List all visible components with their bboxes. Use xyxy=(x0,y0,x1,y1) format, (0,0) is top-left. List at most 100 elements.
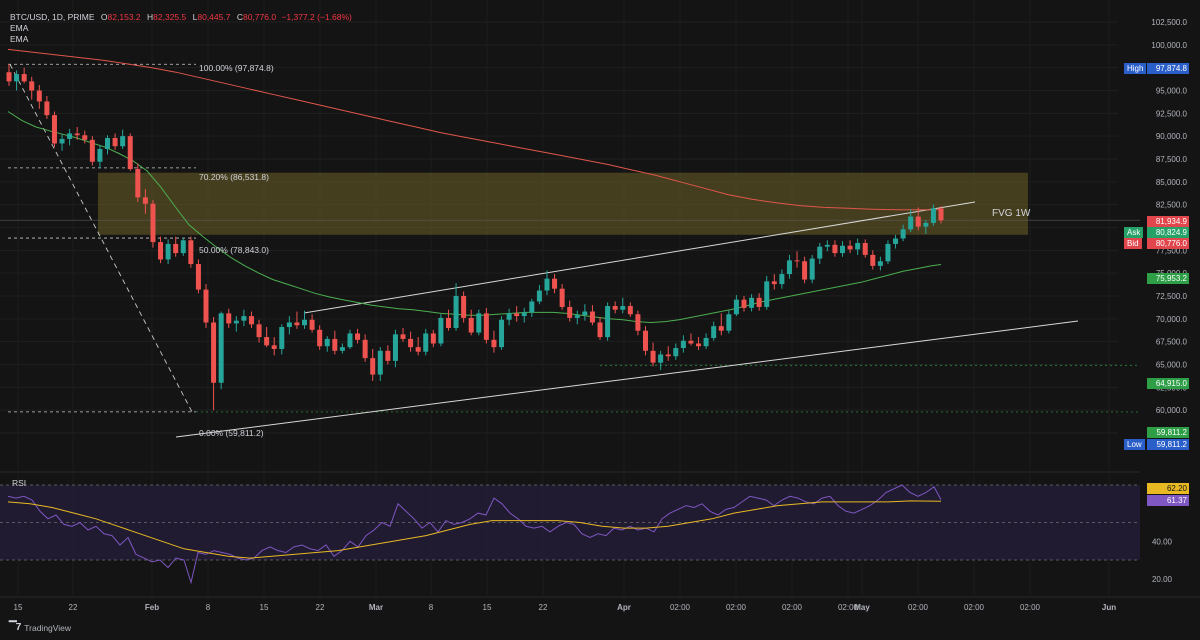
candle-body xyxy=(6,72,12,82)
rsi-ma-tag: 61.37 xyxy=(1147,495,1189,506)
candle-body xyxy=(264,337,270,346)
price-tick-label: 77,500.0 xyxy=(1156,246,1188,255)
high-tag-name: High xyxy=(1124,63,1147,74)
candle-body xyxy=(582,311,588,316)
candle-body xyxy=(203,289,209,323)
high-value: 82,325.5 xyxy=(153,12,187,22)
candle-body xyxy=(142,197,148,204)
candle-body xyxy=(514,313,520,317)
candle-body xyxy=(499,319,505,348)
fvg-rect xyxy=(98,172,1028,235)
candle-body xyxy=(127,136,133,170)
close-value: 80,776.0 xyxy=(242,12,277,22)
candle-body xyxy=(67,133,73,139)
candle-body xyxy=(779,274,785,285)
candle-body xyxy=(620,306,626,310)
price-tick-label: 100,000.0 xyxy=(1151,41,1187,50)
channel-lower-line xyxy=(175,320,1079,438)
candle-body xyxy=(105,137,111,149)
candle-body xyxy=(483,313,489,340)
candle-body xyxy=(36,90,42,102)
level-tag: 64,915.0 xyxy=(1147,378,1189,389)
high-tag-value: 97,874.8 xyxy=(1147,63,1189,74)
candle-body xyxy=(445,317,451,328)
price-tick-label: 92,500.0 xyxy=(1156,109,1188,118)
bid-tag-value: 80,776.0 xyxy=(1147,238,1189,249)
low-label: L xyxy=(192,12,198,22)
candle-body xyxy=(158,242,164,260)
candle-body xyxy=(612,306,618,310)
candle-body xyxy=(324,338,330,347)
candle-body xyxy=(794,260,800,262)
candle-body xyxy=(756,297,762,307)
candle-body xyxy=(938,208,944,221)
candle-body xyxy=(112,137,118,147)
candle-body xyxy=(408,338,414,348)
candle-body xyxy=(855,243,861,250)
candle-body xyxy=(74,133,80,136)
candle-body xyxy=(218,313,224,383)
candle-body xyxy=(786,260,792,275)
candle-body xyxy=(461,296,467,318)
candle-body xyxy=(839,245,845,254)
candle-body xyxy=(567,306,573,318)
ema-slow-line xyxy=(7,48,941,211)
rsi-line xyxy=(7,484,942,585)
time-tick-label: 15 xyxy=(14,603,23,612)
candle-body xyxy=(14,74,20,82)
candle-body xyxy=(696,343,702,347)
symbol-label[interactable]: BTC/USD, 1D, PRIME xyxy=(10,12,95,22)
fvg-zone xyxy=(98,172,1028,235)
ema-indicator-1[interactable]: EMA xyxy=(10,23,29,33)
candle-body xyxy=(771,281,777,285)
candle-body xyxy=(29,81,35,91)
candle-body xyxy=(279,327,285,349)
ema-indicator-2[interactable]: EMA xyxy=(10,34,29,44)
price-tick-label: 102,500.0 xyxy=(1151,18,1187,27)
fvg-label: FVG 1W xyxy=(992,208,1031,219)
candle-body xyxy=(923,222,929,227)
candle-body xyxy=(165,243,171,260)
candle-body xyxy=(286,322,292,328)
candle-body xyxy=(832,244,838,254)
candle-body xyxy=(847,245,853,250)
price-tick-label: 90,000.0 xyxy=(1156,132,1188,141)
candle-body xyxy=(195,264,201,290)
time-tick-label: 8 xyxy=(429,603,434,612)
candle-body xyxy=(377,350,383,375)
candle-body xyxy=(635,314,641,331)
candle-body xyxy=(908,216,914,230)
candle-body xyxy=(370,358,376,375)
candle-body xyxy=(82,135,88,140)
time-axis: 15 22 Feb 8 15 22 Mar 8 15 22 Apr 02:00 02:00 02:00 02… xyxy=(0,596,1200,612)
channel-upper-line xyxy=(303,201,976,314)
candle-body xyxy=(468,317,474,333)
change-value: −1,377.2 (−1.68%) xyxy=(281,12,352,22)
candle-body xyxy=(642,330,648,351)
rsi-label[interactable]: RSI xyxy=(12,478,27,488)
candle-body xyxy=(438,317,444,344)
candle-body xyxy=(650,350,656,363)
candle-body xyxy=(877,261,883,266)
candle-body xyxy=(915,216,921,227)
ask-tag-value: 80,824.9 xyxy=(1147,227,1189,238)
high-label: H xyxy=(147,12,154,22)
candle-body xyxy=(400,334,406,339)
fib-label-50: 50.00% (78,843.0) xyxy=(199,245,269,255)
candle-body xyxy=(256,324,262,338)
price-tick-label: 72,500.0 xyxy=(1156,292,1188,301)
candle-body xyxy=(317,329,323,347)
candle-body xyxy=(120,136,126,147)
tradingview-logo-icon: ▔7 xyxy=(9,622,21,633)
candle-body xyxy=(749,297,755,308)
low-tag-name: Low xyxy=(1124,439,1145,450)
candle-body xyxy=(521,312,527,317)
candle-body xyxy=(233,320,239,324)
candle-body xyxy=(180,240,186,254)
candle-body xyxy=(415,347,421,352)
tradingview-brand[interactable]: ▔7 TradingView xyxy=(9,622,71,633)
time-tick-label: 8 xyxy=(206,603,211,612)
time-tick-label: 02:00 xyxy=(964,603,985,612)
price-tick-label: 82,500.0 xyxy=(1156,201,1188,210)
